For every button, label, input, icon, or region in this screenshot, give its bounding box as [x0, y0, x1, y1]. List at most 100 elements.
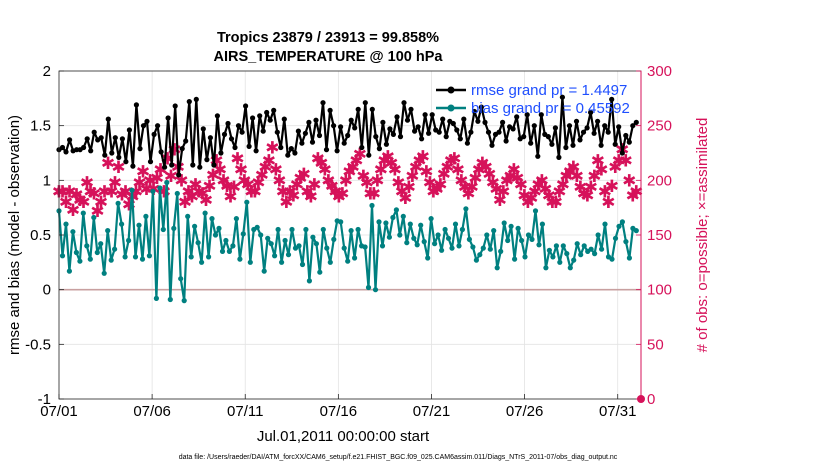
- rmse-point: [545, 134, 551, 140]
- legend: rmse grand pr = 1.4497 bias grand pr = 0…: [436, 82, 630, 117]
- bias-point: [435, 232, 441, 238]
- bias-point: [397, 232, 403, 238]
- obs-point: ✱: [223, 188, 237, 208]
- bias-point: [557, 259, 563, 265]
- obs-point: ✱: [556, 176, 570, 196]
- rmse-point: [394, 114, 400, 120]
- obs-point: ✱: [353, 145, 367, 165]
- bias-point: [633, 228, 639, 234]
- rmse-point: [397, 134, 404, 140]
- rmse-point: [147, 159, 154, 165]
- obs-point: ✱: [374, 160, 388, 180]
- y-tick-label: -1: [38, 391, 51, 408]
- rmse-point: [426, 130, 432, 136]
- rmse-point: [588, 109, 594, 116]
- bias-point: [167, 296, 173, 303]
- rmse-point: [320, 100, 326, 106]
- y2-tick-label: 250: [647, 118, 672, 135]
- bias-point: [261, 268, 267, 274]
- obs-point: ✱: [136, 163, 150, 183]
- bias-point: [560, 243, 566, 249]
- obs-point: ✱: [199, 191, 213, 211]
- legend-rmse-label: rmse grand pr = 1.4497: [471, 82, 627, 99]
- y2-tick-label: 150: [647, 227, 672, 244]
- rmse-point: [489, 142, 495, 148]
- obs-point: ✱: [493, 191, 507, 211]
- rmse-point: [253, 148, 259, 154]
- bias-point: [202, 210, 208, 216]
- rmse-point: [334, 148, 340, 154]
- rmse-point: [478, 104, 484, 110]
- bias-point: [299, 261, 306, 268]
- rmse-point: [573, 118, 580, 124]
- left-axis-ticks: -1 -0.5 0 0.5 1 1.5 2: [25, 63, 64, 408]
- obs-point: ✱: [531, 176, 545, 196]
- bias-point: [421, 239, 427, 245]
- obs-point: ✱: [465, 178, 479, 198]
- rmse-point: [323, 147, 330, 153]
- bias-point: [275, 226, 281, 233]
- bias-point: [543, 265, 549, 271]
- obs-count-series: ✱✱✱✱✱✱✱✱✱✱✱✱✱✱✱✱✱✱✱✱✱✱✱✱✱✱✱✱✱✱✱✱✱✱✱✱✱✱✱✱…: [52, 139, 644, 222]
- rmse-point: [316, 132, 323, 139]
- obs-point: ✱: [325, 177, 339, 197]
- obs-point: ✱: [262, 152, 276, 172]
- obs-point: ✱: [524, 189, 538, 209]
- obs-point: ✱: [318, 160, 332, 180]
- obs-point: ✱: [104, 182, 118, 202]
- obs-point: ✱: [185, 188, 199, 208]
- obs-point: ✱: [143, 171, 157, 191]
- obs-point: ✱: [293, 169, 307, 189]
- rmse-point: [605, 129, 611, 135]
- rmse-point: [204, 157, 210, 163]
- obs-point: ✱: [94, 193, 108, 213]
- obs-point: ✱: [440, 158, 454, 178]
- obs-point: ✱: [59, 193, 73, 213]
- obs-point: ✱: [482, 165, 496, 185]
- obs-point: ✱: [290, 176, 304, 196]
- obs-point: ✱: [391, 174, 405, 194]
- bias-point: [592, 251, 598, 257]
- obs-point: ✱: [272, 171, 286, 191]
- rmse-point: [123, 159, 129, 165]
- bias-point: [122, 254, 128, 260]
- rmse-point: [626, 139, 632, 145]
- bias-point: [59, 253, 66, 259]
- obs-point: ✱: [626, 187, 640, 207]
- bias-point: [282, 237, 288, 244]
- bias-point: [372, 287, 379, 293]
- obs-point: ✱: [384, 154, 398, 174]
- obs-point: ✱: [241, 176, 255, 196]
- bias-point: [279, 259, 285, 265]
- rmse-point: [126, 127, 132, 133]
- rmse-point: [288, 146, 294, 152]
- obs-point: ✱: [426, 182, 440, 202]
- bias-point: [571, 257, 577, 263]
- obs-point: ✱: [458, 178, 472, 198]
- x-axis-label: Jul.01,2011 00:00:00 start: [257, 428, 430, 445]
- x-tick-label: 07/31: [599, 403, 637, 420]
- bias-point: [341, 245, 347, 251]
- bias-point: [522, 254, 528, 260]
- obs-point: ✱: [150, 169, 164, 189]
- y2-origin-marker: [637, 395, 645, 403]
- obs-point: ✱: [601, 193, 615, 213]
- bias-point: [223, 237, 229, 244]
- bias-point: [623, 239, 629, 245]
- bias-point: [470, 244, 476, 250]
- rmse-point: [468, 129, 474, 135]
- rmse-point: [155, 123, 161, 129]
- legend-bias-label: bias grand pr = 0.45592: [471, 100, 630, 117]
- rmse-point: [102, 152, 108, 158]
- rmse-point: [193, 96, 199, 102]
- rmse-point: [267, 117, 273, 123]
- bias-point: [157, 185, 163, 191]
- x-tick-label: 07/11: [227, 403, 263, 420]
- rmse-point: [91, 129, 97, 135]
- bias-point: [498, 248, 504, 254]
- obs-point: ✱: [468, 169, 482, 189]
- obs-point: ✱: [244, 182, 258, 202]
- obs-point: ✱: [195, 185, 209, 205]
- bias-point: [404, 240, 410, 246]
- obs-point: ✱: [269, 160, 283, 180]
